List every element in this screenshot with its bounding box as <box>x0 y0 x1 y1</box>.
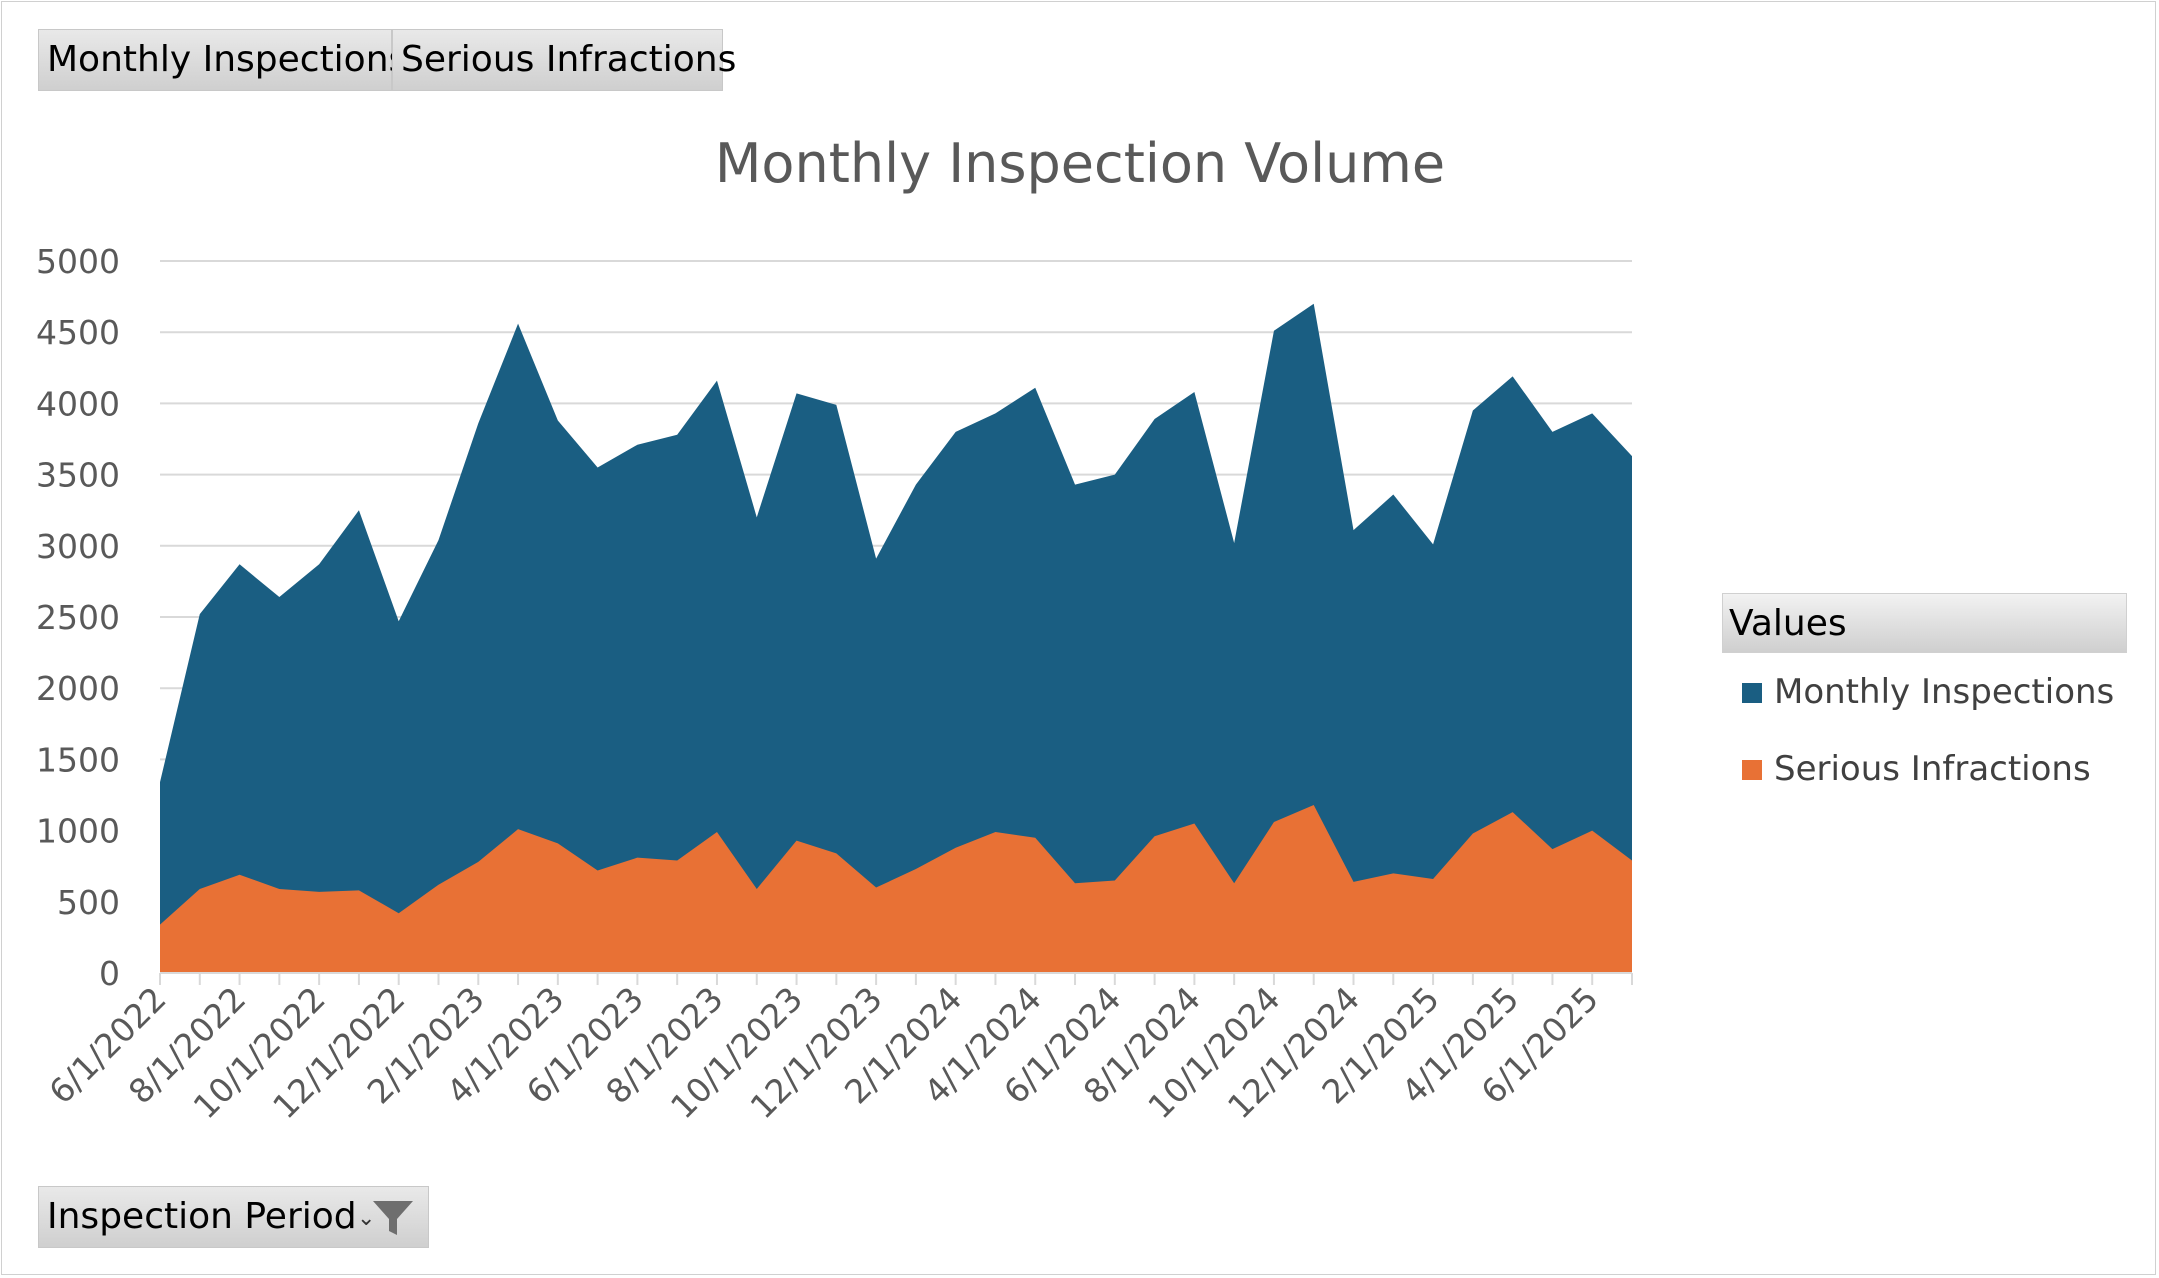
legend-label-serious-infractions: Serious Infractions <box>1774 749 2091 789</box>
y-tick-label: 4500 <box>36 313 120 352</box>
monthly-inspections-field-label: Monthly Inspections <box>47 39 408 80</box>
y-tick-label: 5000 <box>36 242 120 281</box>
area-series-monthly-inspections <box>160 303 1632 974</box>
dropdown-caret-icon: ⌄ <box>357 1206 376 1231</box>
y-tick-label: 1500 <box>36 740 120 779</box>
area-series-serious-infractions <box>160 804 1632 973</box>
y-tick-label: 2500 <box>36 598 120 637</box>
chart-title: Monthly Inspection Volume <box>715 132 1445 195</box>
legend-swatch-serious-infractions <box>1742 760 1762 780</box>
y-tick-label: 0 <box>99 954 120 993</box>
y-tick-label: 4000 <box>36 384 120 423</box>
y-tick-label: 2000 <box>36 669 120 708</box>
funnel-icon <box>373 1201 413 1235</box>
y-tick-label: 3000 <box>36 527 120 566</box>
y-tick-label: 500 <box>57 883 120 922</box>
inspection-period-filter-button[interactable]: Inspection Period ⌄ <box>38 1186 429 1248</box>
legend-title-label: Values <box>1729 603 1847 644</box>
serious-infractions-field-button[interactable]: Serious Infractions <box>392 29 736 91</box>
legend-label-monthly-inspections: Monthly Inspections <box>1774 672 2115 712</box>
serious-infractions-field-label: Serious Infractions <box>401 39 737 80</box>
monthly-inspections-field-button[interactable]: Monthly Inspections <box>38 29 407 91</box>
inspection-period-filter-label: Inspection Period <box>47 1196 357 1237</box>
y-tick-label: 3500 <box>36 456 120 495</box>
legend-title[interactable]: Values <box>1722 593 2127 653</box>
plot-area <box>160 303 1632 974</box>
y-tick-label: 1000 <box>36 812 120 851</box>
legend-swatch-monthly-inspections <box>1742 683 1762 703</box>
